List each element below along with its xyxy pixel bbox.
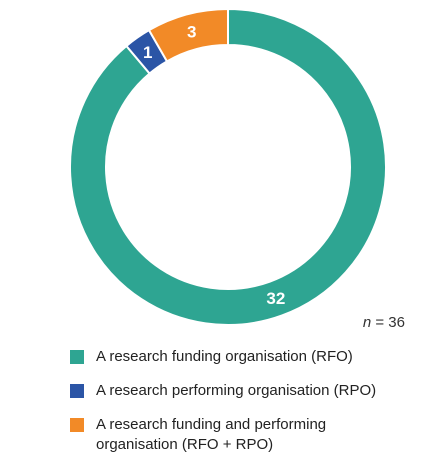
legend-item-rfo-rpo: A research funding and performing organi… <box>70 415 410 455</box>
donut-slice-rfo <box>69 7 387 326</box>
legend: A research funding organisation (RFO) A … <box>70 347 410 469</box>
legend-label-rfo-rpo: A research funding and performing organi… <box>96 416 327 453</box>
legend-swatch-rfo-rpo <box>70 418 84 432</box>
legend-item-rpo: A research performing organisation (RPO) <box>70 381 410 401</box>
data-label-rfo: 32 <box>266 289 285 308</box>
data-label-rfo-rpo: 3 <box>187 22 196 41</box>
data-label-rpo: 1 <box>143 43 152 62</box>
legend-swatch-rfo <box>70 350 84 364</box>
sample-size-label: n = 36 <box>363 314 405 331</box>
n-symbol: n <box>362 314 372 331</box>
legend-label-rfo: A research funding organisation (RFO) <box>96 348 353 365</box>
legend-item-rfo: A research funding organisation (RFO) <box>70 347 410 367</box>
donut-chart: 32 1 3 <box>69 7 387 326</box>
legend-label-rpo: A research performing organisation (RPO) <box>96 382 377 399</box>
n-value: = 36 <box>375 314 405 331</box>
legend-swatch-rpo <box>70 384 84 398</box>
donut-slice-rfo-rpo <box>147 7 229 63</box>
